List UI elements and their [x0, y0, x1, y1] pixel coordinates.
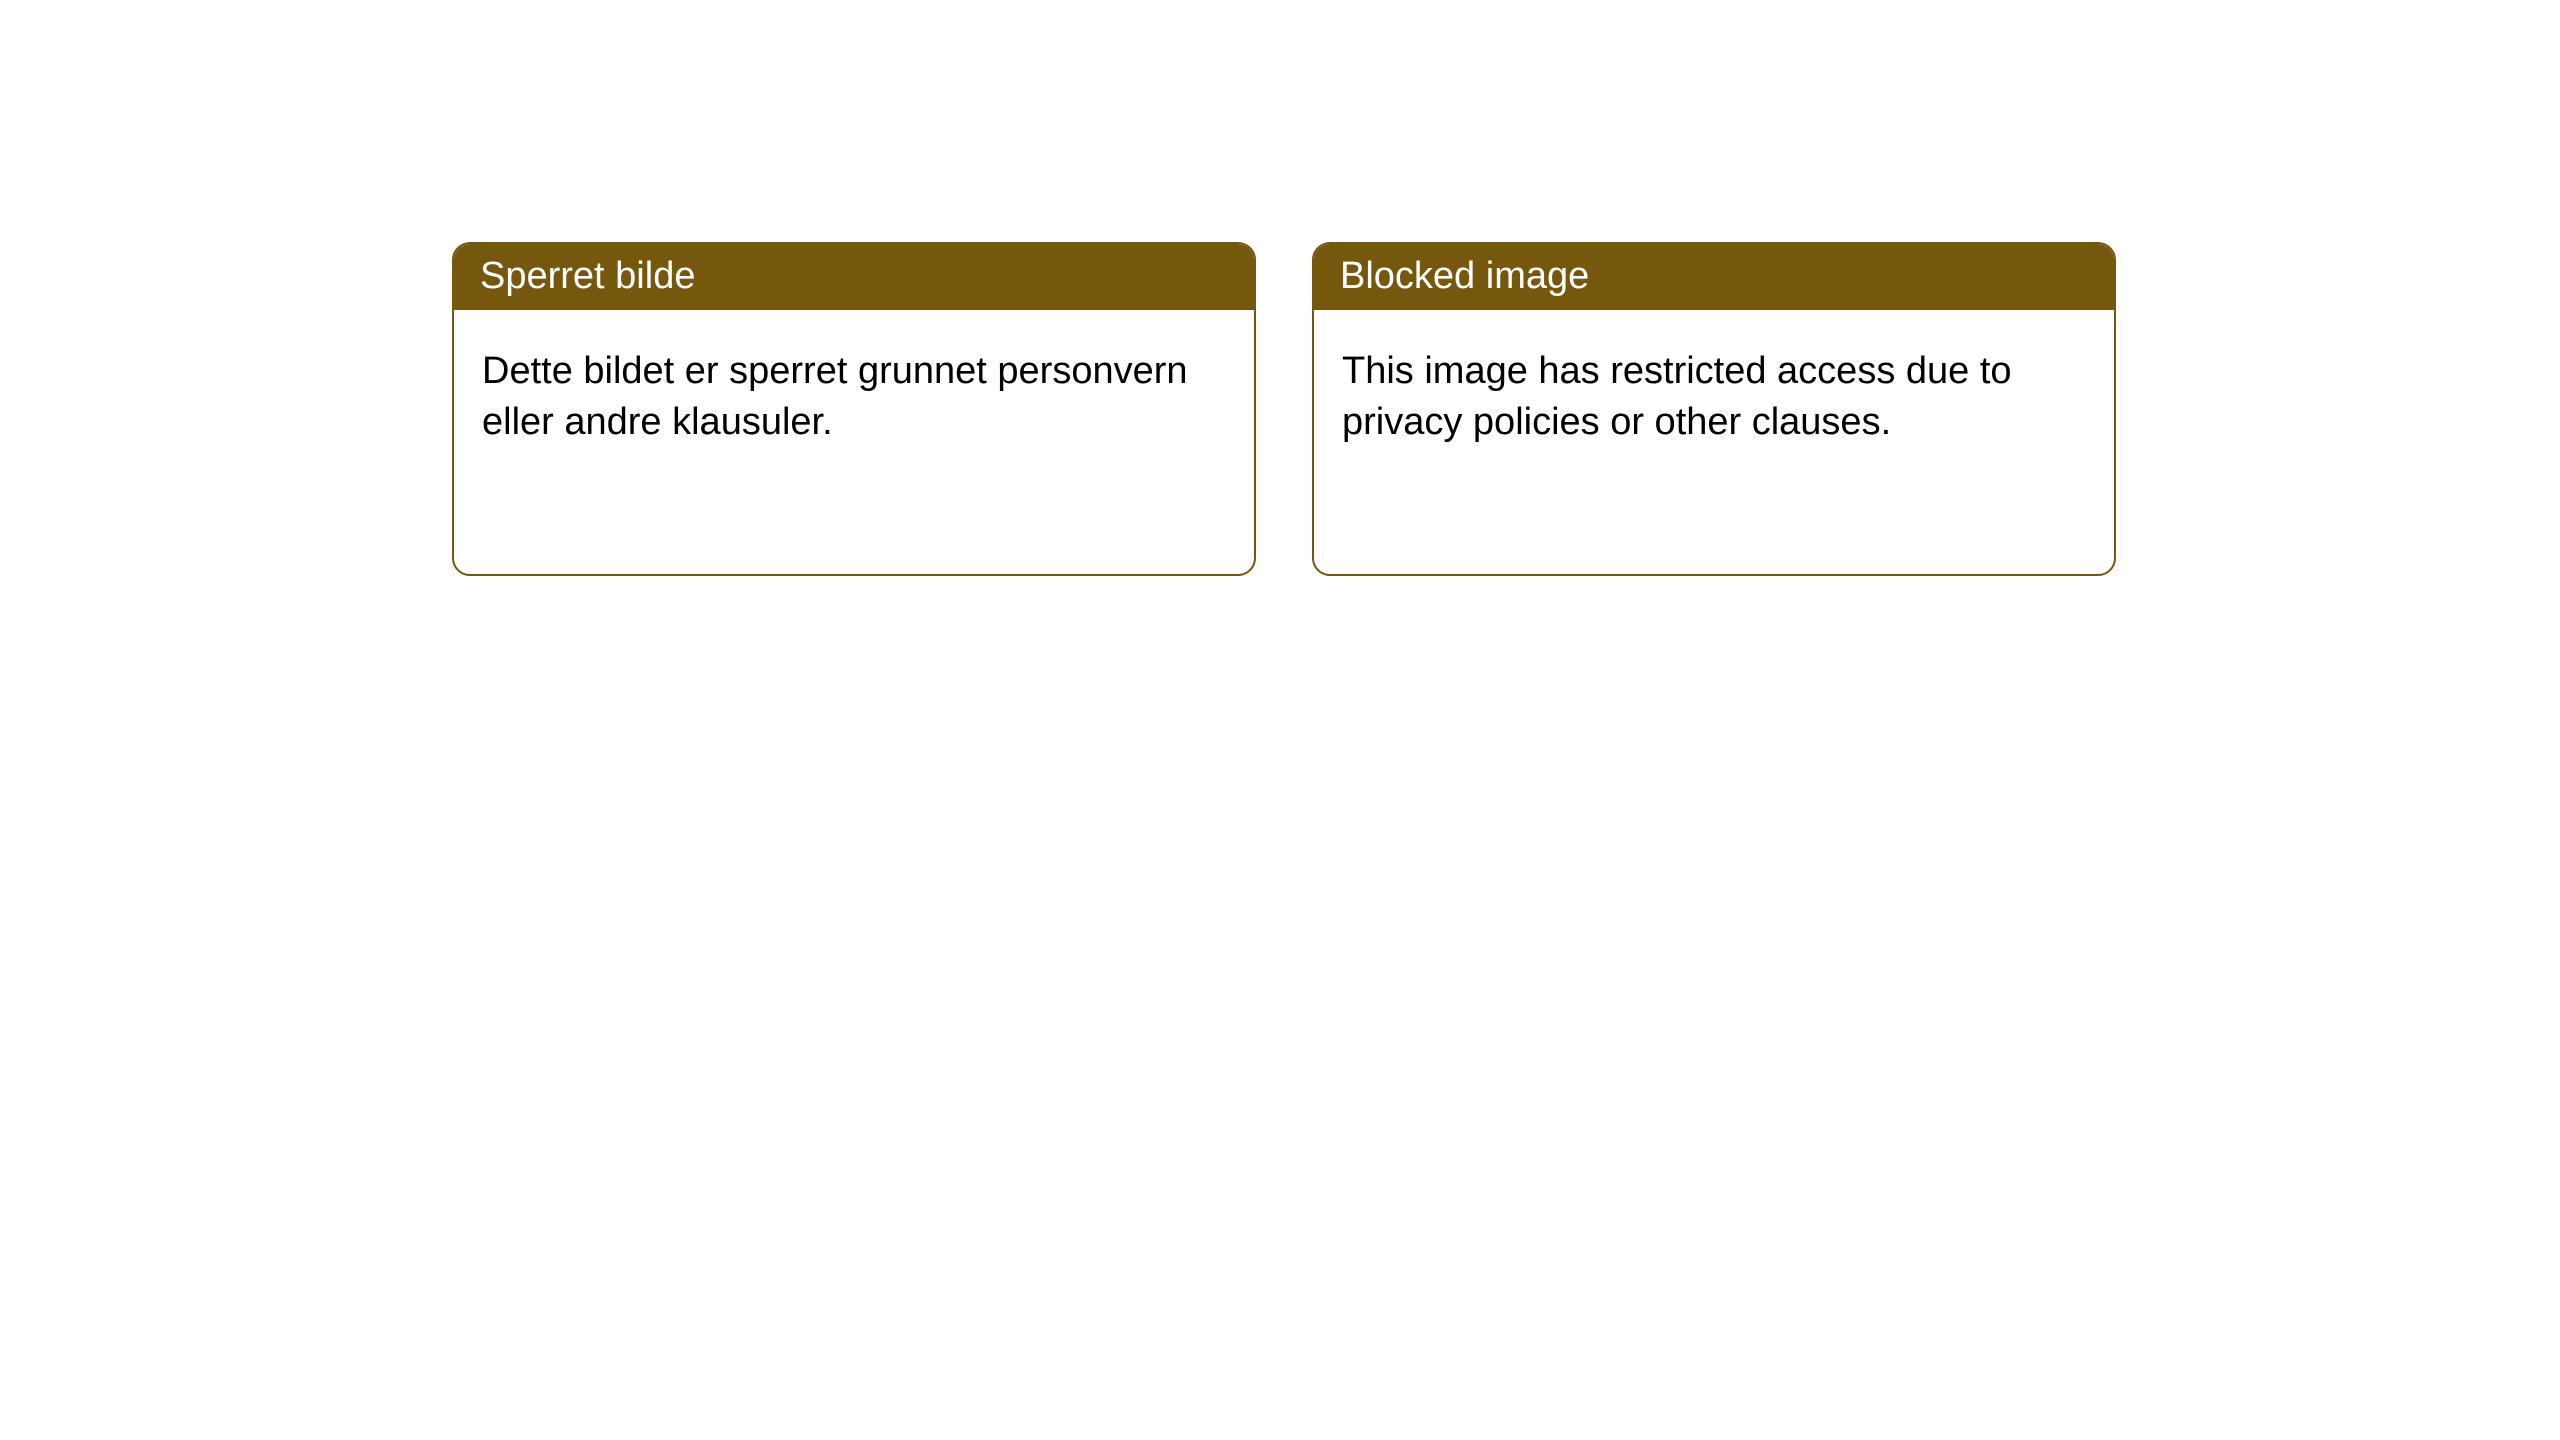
card-body-text: This image has restricted access due to … — [1342, 350, 2012, 443]
card-title: Blocked image — [1340, 255, 1589, 297]
card-body-text: Dette bildet er sperret grunnet personve… — [482, 350, 1188, 443]
blocked-image-card-no: Sperret bilde Dette bildet er sperret gr… — [452, 242, 1256, 576]
card-header: Blocked image — [1314, 244, 2114, 310]
card-header: Sperret bilde — [454, 244, 1254, 310]
blocked-image-card-en: Blocked image This image has restricted … — [1312, 242, 2116, 576]
card-body: Dette bildet er sperret grunnet personve… — [454, 310, 1254, 485]
card-title: Sperret bilde — [480, 255, 695, 297]
card-body: This image has restricted access due to … — [1314, 310, 2114, 485]
cards-container: Sperret bilde Dette bildet er sperret gr… — [0, 0, 2560, 576]
